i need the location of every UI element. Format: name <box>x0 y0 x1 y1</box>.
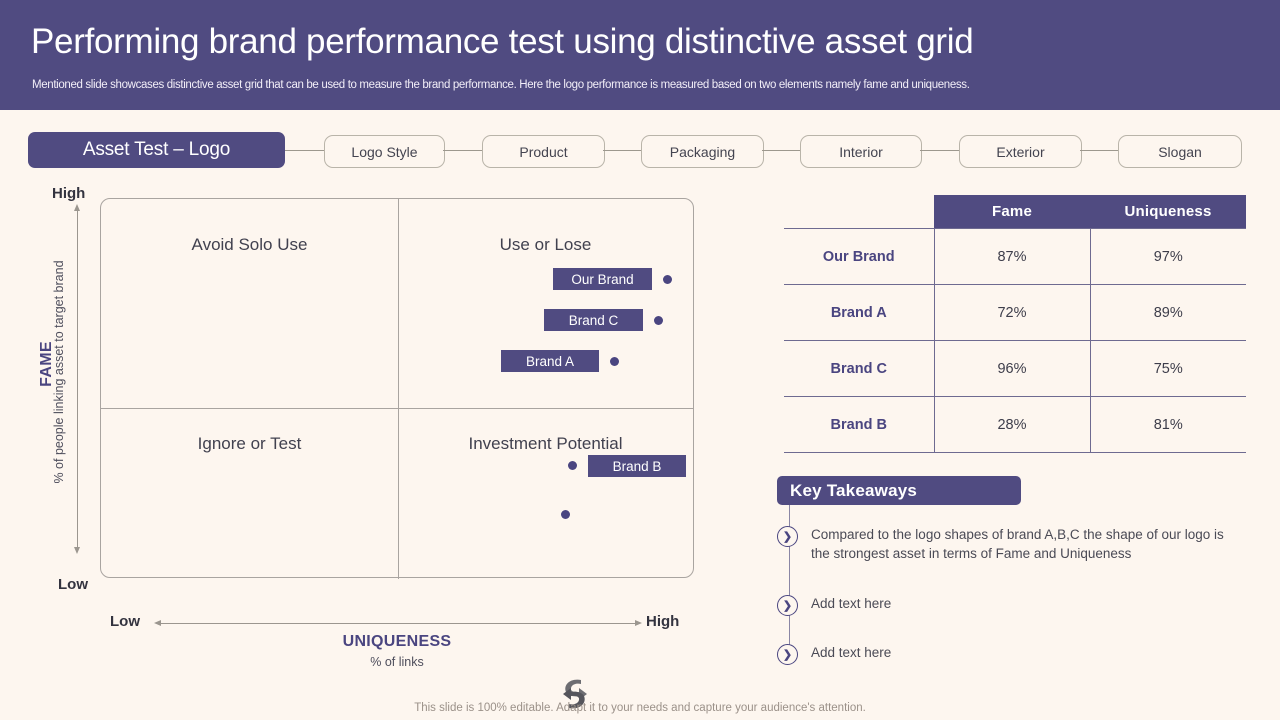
x-axis-label: UNIQUENESS <box>342 633 452 650</box>
quadrant-plot-area: Avoid Solo Use Use or Lose Ignore or Tes… <box>100 198 694 579</box>
tab-connector <box>1080 150 1118 151</box>
quadrant-horizontal-divider <box>101 408 693 409</box>
brand-logo-mark-icon <box>560 677 590 711</box>
data-point-marker-brand-c <box>654 316 663 325</box>
tab-connector <box>285 150 324 151</box>
table-cell-fame: 28% <box>933 396 1090 453</box>
x-axis-tick-high: High <box>646 613 680 630</box>
data-point-marker-brand-a <box>610 357 619 366</box>
asset-tab-bar: Asset Test – Logo Logo Style Product Pac… <box>0 132 1280 172</box>
list-item-label: Add text here <box>811 596 892 611</box>
table-header-uniqueness: Uniqueness <box>1090 195 1246 229</box>
table-header-blank <box>784 195 934 229</box>
slide-footer-note: This slide is 100% editable. Adapt it to… <box>414 702 866 714</box>
list-item-label: Add text here <box>811 645 892 660</box>
brand-chip-text: Our Brand <box>571 271 634 287</box>
tab-connector <box>603 150 641 151</box>
table-cell-fame: 72% <box>933 284 1090 341</box>
tab-label: Product <box>519 143 568 160</box>
data-point-label-brand-a[interactable]: Brand A <box>501 350 599 372</box>
table-cell-brand: Brand A <box>784 284 934 341</box>
brand-chip-text: Brand A <box>525 353 575 369</box>
data-point-marker-our-brand <box>663 275 672 284</box>
data-point-marker-unlabeled <box>561 510 570 519</box>
tab-connector <box>762 150 800 151</box>
brand-metrics-table: Fame Uniqueness Our Brand 87% 97% Brand … <box>784 195 1246 453</box>
quadrant-label-use-or-lose: Use or Lose <box>499 235 592 254</box>
tab-label: Logo Style <box>351 143 418 160</box>
chevron-right-icon: ❯ <box>777 644 798 665</box>
key-takeaways-title-text: Key Takeaways <box>790 480 918 500</box>
tab-label: Exterior <box>996 143 1045 160</box>
data-point-label-brand-c[interactable]: Brand C <box>544 309 643 331</box>
slide-header: Performing brand performance test using … <box>0 0 1280 110</box>
tab-label: Interior <box>839 143 883 160</box>
x-axis-sublabel: % of links <box>370 655 424 669</box>
tab-slogan[interactable]: Slogan <box>1118 135 1242 168</box>
table-cell-brand: Brand B <box>784 396 934 453</box>
tab-label: Slogan <box>1158 143 1202 160</box>
tab-product[interactable]: Product <box>482 135 605 168</box>
quadrant-label-investment-potential: Investment Potential <box>468 434 623 453</box>
tab-label: Packaging <box>669 143 736 160</box>
brand-chip-text: Brand C <box>568 312 619 328</box>
tab-active-label: Asset Test – Logo <box>82 139 231 160</box>
chevron-right-icon: ❯ <box>777 595 798 616</box>
y-axis-tick-low: Low <box>58 576 88 593</box>
quadrant-label-ignore-or-test: Ignore or Test <box>197 434 302 453</box>
x-axis-arrow <box>154 620 642 626</box>
x-axis-tick-low: Low <box>110 613 140 630</box>
data-point-label-our-brand[interactable]: Our Brand <box>553 268 652 290</box>
distinctive-asset-grid-chart: High Low FAME % of people linking asset … <box>0 180 720 709</box>
tab-interior[interactable]: Interior <box>800 135 922 168</box>
table-cell-uniqueness: 89% <box>1089 284 1246 341</box>
tab-logo-style[interactable]: Logo Style <box>324 135 445 168</box>
data-point-label-brand-b[interactable]: Brand B <box>588 455 686 477</box>
y-axis-tick-high: High <box>52 185 86 202</box>
tab-connector <box>443 150 482 151</box>
key-takeaways-title: Key Takeaways <box>777 476 1021 505</box>
table-row[interactable]: Brand C 96% 75% <box>784 340 1246 397</box>
tab-asset-test-logo[interactable]: Asset Test – Logo <box>28 132 285 168</box>
table-cell-uniqueness: 75% <box>1089 340 1246 397</box>
table-row[interactable]: Brand A 72% 89% <box>784 284 1246 341</box>
table-row[interactable]: Our Brand 87% 97% <box>784 228 1246 285</box>
table-row[interactable]: Brand B 28% 81% <box>784 396 1246 453</box>
y-axis-sublabel: % of people linking asset to target bran… <box>52 260 66 484</box>
table-cell-brand: Brand C <box>784 340 934 397</box>
quadrant-label-avoid-solo-use: Avoid Solo Use <box>191 235 308 254</box>
tab-packaging[interactable]: Packaging <box>641 135 764 168</box>
data-point-marker-brand-b <box>568 461 577 470</box>
brand-chip-text: Brand B <box>612 458 662 474</box>
chevron-right-icon: ❯ <box>777 526 798 547</box>
table-cell-uniqueness: 97% <box>1089 228 1246 285</box>
key-takeaways-connector-line <box>789 505 790 655</box>
page-title: Performing brand performance test using … <box>31 22 974 61</box>
table-cell-uniqueness: 81% <box>1089 396 1246 453</box>
table-header-row: Fame Uniqueness <box>784 195 1246 229</box>
table-cell-fame: 87% <box>933 228 1090 285</box>
page-subtitle: Mentioned slide showcases distinctive as… <box>32 79 970 91</box>
quadrant-vertical-divider <box>398 199 399 579</box>
table-cell-brand: Our Brand <box>784 228 934 285</box>
tab-connector <box>920 150 959 151</box>
table-header-fame: Fame <box>934 195 1090 229</box>
table-cell-fame: 96% <box>933 340 1090 397</box>
list-item-label: Compared to the logo shapes of brand A,B… <box>811 527 1224 561</box>
y-axis-arrow <box>74 204 80 554</box>
tab-exterior[interactable]: Exterior <box>959 135 1082 168</box>
